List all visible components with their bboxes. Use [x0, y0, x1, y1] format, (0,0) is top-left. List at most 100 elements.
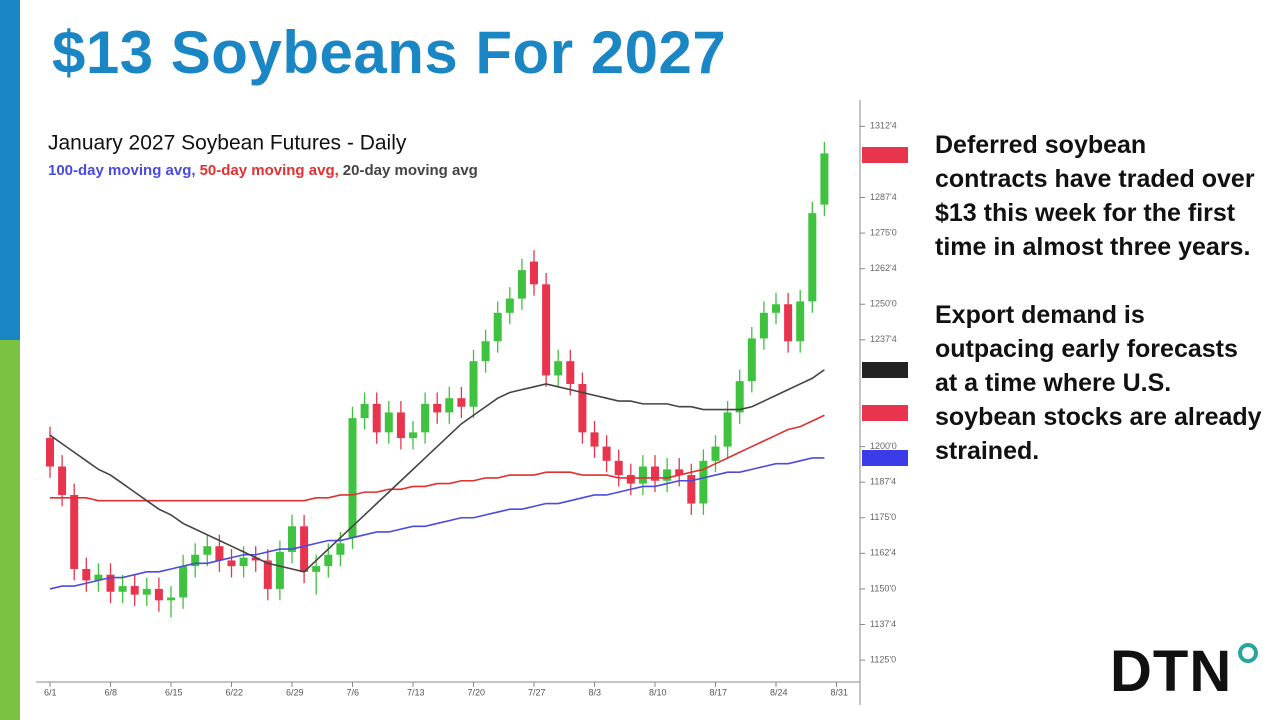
candle-body	[759, 312, 768, 339]
candle-body	[638, 466, 647, 484]
x-tick-label: 8/24	[770, 687, 788, 697]
candle-body	[626, 475, 635, 484]
candle-body	[590, 432, 599, 447]
candle-body	[215, 546, 224, 561]
candle-body	[784, 304, 793, 342]
price-tag	[862, 405, 908, 421]
y-tick-label: 1287'4	[870, 192, 897, 202]
y-tick-label: 1312'4	[870, 121, 897, 131]
candle-body	[396, 412, 405, 439]
candle-body	[469, 361, 478, 407]
candle-body	[300, 526, 309, 572]
candle-body	[179, 566, 188, 598]
candle-body	[614, 460, 623, 476]
candle-body	[360, 403, 369, 419]
candle-body	[675, 469, 684, 476]
chart-title: January 2027 Soybean Futures - Daily	[48, 132, 407, 155]
candle-body	[735, 381, 744, 413]
candle-body	[118, 586, 127, 592]
x-tick-label: 8/3	[589, 687, 602, 697]
candle-body	[324, 554, 333, 567]
paragraph: Export demand is outpacing early forecas…	[935, 301, 1262, 465]
y-tick-label: 1137'4	[870, 619, 896, 629]
candle-body	[578, 383, 587, 433]
x-tick-label: 7/20	[468, 687, 486, 697]
x-tick-label: 6/1	[44, 687, 57, 697]
candle-body	[493, 312, 502, 342]
x-tick-label: 8/17	[710, 687, 728, 697]
candle-body	[94, 574, 103, 581]
candle-body	[70, 494, 79, 569]
slide-text: Deferred soybean contracts have traded o…	[935, 128, 1265, 502]
candle-body	[505, 298, 514, 313]
y-tick-label: 1275'0	[870, 227, 897, 237]
candle-body	[796, 301, 805, 342]
candle-body	[542, 284, 551, 376]
candle-body	[130, 586, 139, 595]
x-tick-label: 8/31	[831, 687, 849, 697]
paragraph: Deferred soybean contracts have traded o…	[935, 131, 1255, 261]
legend-entry: 50-day moving avg,	[200, 162, 339, 179]
slide-title: $13 Soybeans For 2027	[52, 19, 727, 86]
legend-entry: 100-day moving avg,	[48, 162, 196, 179]
candle-body	[687, 475, 696, 504]
y-tick-label: 1262'4	[870, 263, 897, 273]
candle-body	[348, 418, 357, 538]
moving-average	[49, 457, 825, 590]
candle-body	[336, 543, 345, 555]
candle-body	[723, 412, 732, 447]
candle-body	[663, 469, 672, 481]
candle-body	[554, 361, 563, 376]
candle-body	[530, 261, 538, 285]
x-tick-label: 7/13	[407, 687, 425, 697]
x-tick-label: 6/8	[105, 687, 118, 697]
candle-body	[481, 341, 490, 362]
y-tick-label: 1250'0	[870, 299, 897, 309]
candle-body	[191, 554, 200, 567]
candle-body	[421, 403, 430, 433]
candle-body	[384, 412, 393, 433]
candle-body	[820, 153, 829, 205]
price-tag	[862, 147, 908, 163]
candle-body	[46, 438, 54, 467]
moving-average	[49, 369, 825, 573]
candle-body	[517, 270, 526, 299]
candle-body	[747, 338, 756, 382]
candle-body	[58, 466, 67, 495]
y-tick-label: 1187'4	[870, 477, 896, 487]
candle-body	[772, 304, 780, 313]
candle-body	[82, 568, 91, 581]
candle-body	[808, 213, 817, 302]
y-tick-label: 1237'4	[870, 334, 897, 344]
x-tick-label: 6/29	[286, 687, 304, 697]
price-tag	[862, 450, 908, 466]
candle-body	[275, 551, 284, 589]
candle-body	[288, 526, 296, 552]
x-tick-label: 6/15	[165, 687, 183, 697]
x-tick-label: 7/27	[528, 687, 546, 697]
logo: DTN	[1110, 638, 1232, 705]
candle-body	[239, 557, 248, 567]
logo-ring	[1238, 643, 1258, 663]
y-tick-label: 1162'4	[870, 548, 896, 558]
logo-text: DTN	[1110, 639, 1233, 704]
candle-body	[251, 557, 260, 561]
candle-body	[203, 546, 212, 555]
x-tick-label: 6/22	[226, 687, 244, 697]
candle-body	[409, 432, 417, 439]
candle-body	[651, 466, 659, 481]
candle-body	[699, 460, 708, 504]
candle-body	[106, 574, 115, 592]
candle-body	[372, 403, 381, 433]
legend: 100-day moving avg, 50-day moving avg, 20-…	[48, 162, 478, 179]
x-tick-label: 8/10	[649, 687, 667, 697]
moving-average	[50, 414, 825, 502]
candle-body	[312, 566, 321, 572]
candle-body	[711, 446, 720, 461]
accent-blue	[0, 0, 20, 340]
legend-entry: 20-day moving avg	[343, 162, 478, 179]
y-tick-label: 1175'0	[870, 512, 896, 522]
candle-body	[566, 361, 575, 384]
candle-body	[154, 588, 163, 601]
